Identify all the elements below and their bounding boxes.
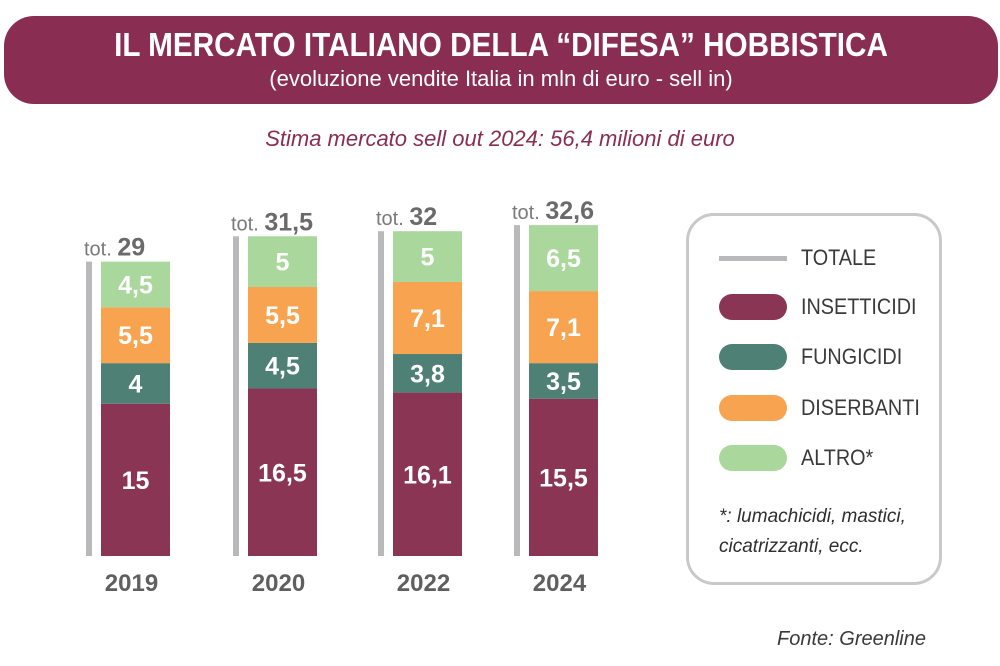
- legend-item-insetticidi: INSETTICIDI: [719, 292, 929, 322]
- total-line-2024: [514, 225, 520, 557]
- bar-altro-2024: [529, 225, 598, 292]
- legend-swatch-diserbanti: [719, 395, 787, 421]
- bar-altro-2022: [393, 231, 462, 282]
- bar-diserbanti-2020: [248, 287, 317, 343]
- legend-swatch-fungicidi: [719, 344, 787, 370]
- bar-insetticidi-2020: [248, 388, 317, 556]
- legend: TOTALE INSETTICIDI FUNGICIDI DISERBANTI …: [686, 213, 942, 585]
- bar-insetticidi-2019: [101, 403, 170, 556]
- legend-swatch-totale: [719, 255, 787, 261]
- total-label-2022: tot. 32: [376, 203, 437, 231]
- bar-altro-2019: [101, 261, 170, 308]
- bar-diserbanti-2019: [101, 307, 170, 364]
- total-label-2019: tot. 29: [84, 234, 145, 262]
- legend-item-totale: TOTALE: [719, 243, 885, 273]
- bar-fungicidi-2019: [101, 363, 170, 404]
- x-tick-label-2024: 2024: [533, 570, 587, 597]
- x-tick-label-2019: 2019: [105, 570, 158, 597]
- total-line-2019: [86, 261, 92, 556]
- data-label-altro-2020: 5: [276, 249, 290, 277]
- total-label-2020: tot. 31,5: [231, 208, 313, 236]
- bar-diserbanti-2024: [529, 291, 598, 364]
- chart-subtitle: (evoluzione vendite Italia in mln di eur…: [269, 66, 733, 91]
- data-label-altro-2022: 5: [421, 244, 435, 272]
- total-label-2024: tot. 32,6: [512, 197, 594, 225]
- data-label-fungicidi-2020: 4,5: [265, 353, 300, 381]
- x-tick-label-2020: 2020: [252, 570, 305, 597]
- legend-swatch-altro: [719, 445, 787, 471]
- total-line-2022: [378, 231, 384, 556]
- estimate-note: Stima mercato sell out 2024: 56,4 milion…: [265, 126, 735, 151]
- bar-fungicidi-2022: [393, 354, 462, 393]
- legend-item-fungicidi: FUNGICIDI: [719, 342, 913, 372]
- legend-item-altro: ALTRO*: [719, 443, 881, 473]
- total-line-2020: [233, 236, 239, 556]
- data-label-diserbanti-2024: 7,1: [546, 314, 581, 342]
- legend-label-totale: TOTALE: [801, 245, 877, 270]
- footnote-line-2: cicatrizzanti, ecc.: [719, 536, 864, 557]
- bar-fungicidi-2020: [248, 342, 317, 389]
- bar-insetticidi-2022: [393, 392, 462, 556]
- data-label-altro-2024: 6,5: [546, 245, 581, 273]
- bar-altro-2020: [248, 236, 317, 288]
- title-banner: IL MERCATO ITALIANO DELLA “DIFESA” HOBBI…: [4, 16, 998, 104]
- footnote-line-1: *: lumachicidi, mastici,: [719, 506, 906, 527]
- data-label-insetticidi-2024: 15,5: [539, 464, 588, 492]
- data-label-insetticidi-2020: 16,5: [258, 459, 307, 487]
- data-label-diserbanti-2022: 7,1: [410, 305, 445, 333]
- chart-title: IL MERCATO ITALIANO DELLA “DIFESA” HOBBI…: [114, 26, 888, 63]
- legend-label-diserbanti: DISERBANTI: [801, 395, 920, 420]
- data-label-altro-2019: 4,5: [118, 271, 153, 299]
- source-note: Fonte: Greenline: [777, 628, 926, 650]
- data-label-insetticidi-2019: 15: [122, 467, 150, 495]
- bar-diserbanti-2022: [393, 281, 462, 355]
- legend-swatch-insetticidi: [719, 294, 787, 320]
- bar-insetticidi-2024: [529, 398, 598, 556]
- data-label-diserbanti-2020: 5,5: [265, 302, 300, 330]
- data-label-fungicidi-2022: 3,8: [410, 360, 445, 388]
- data-label-fungicidi-2024: 3,5: [546, 368, 581, 396]
- legend-footnote: *: lumachicidi, mastici, cicatrizzanti, …: [719, 502, 906, 562]
- legend-label-fungicidi: FUNGICIDI: [801, 344, 903, 369]
- x-tick-label-2022: 2022: [397, 570, 450, 597]
- legend-item-diserbanti: DISERBANTI: [719, 393, 933, 423]
- legend-label-altro: ALTRO*: [801, 445, 874, 470]
- bar-fungicidi-2024: [529, 363, 598, 399]
- data-label-fungicidi-2019: 4: [129, 370, 143, 398]
- data-label-insetticidi-2022: 16,1: [403, 461, 452, 489]
- data-label-diserbanti-2019: 5,5: [118, 322, 153, 350]
- legend-label-insetticidi: INSETTICIDI: [801, 294, 917, 319]
